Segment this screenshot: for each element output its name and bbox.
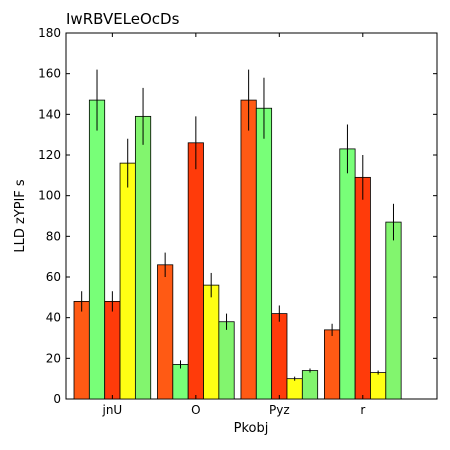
y-tick-label: 100 xyxy=(38,189,61,203)
plot-area: 0 20 40 60 80 100 120 140 160 180 jnU O Pyz r xyxy=(38,26,438,417)
chart-title: IwRBVELeOcDs xyxy=(66,10,180,28)
bar xyxy=(385,221,402,400)
bar xyxy=(324,329,341,400)
bar xyxy=(370,372,387,400)
bar xyxy=(203,284,220,400)
bar xyxy=(157,264,174,400)
y-tick-label: 140 xyxy=(38,107,61,121)
y-tick-label: 60 xyxy=(46,270,61,284)
y-tick-label: 180 xyxy=(38,26,61,40)
y-axis-label: LLD zYPlF s xyxy=(13,179,28,252)
bar xyxy=(286,378,303,400)
y-tick-label: 20 xyxy=(46,351,61,365)
y-tick-label: 0 xyxy=(53,392,61,406)
bar xyxy=(301,370,319,400)
bar xyxy=(104,300,121,400)
y-tick-label: 40 xyxy=(46,311,61,325)
y-tick-label: 160 xyxy=(38,67,61,81)
bar xyxy=(240,99,257,400)
bar xyxy=(88,99,106,400)
bar xyxy=(119,162,136,400)
bar xyxy=(172,364,189,400)
x-tick-label: Pyz xyxy=(269,403,290,417)
bar xyxy=(354,176,371,400)
bar xyxy=(271,313,288,400)
x-tick-label: jnU xyxy=(101,403,122,417)
y-tick-label: 120 xyxy=(38,148,61,162)
bar xyxy=(187,142,204,400)
bar xyxy=(134,115,152,400)
bar xyxy=(218,321,235,400)
bar xyxy=(339,148,356,400)
bar xyxy=(73,300,90,400)
x-axis-label: Pkobj xyxy=(234,421,269,436)
y-tick-label: 80 xyxy=(46,229,61,243)
x-tick-label: r xyxy=(360,403,365,417)
x-tick-label: O xyxy=(191,403,200,417)
bar xyxy=(255,107,273,400)
